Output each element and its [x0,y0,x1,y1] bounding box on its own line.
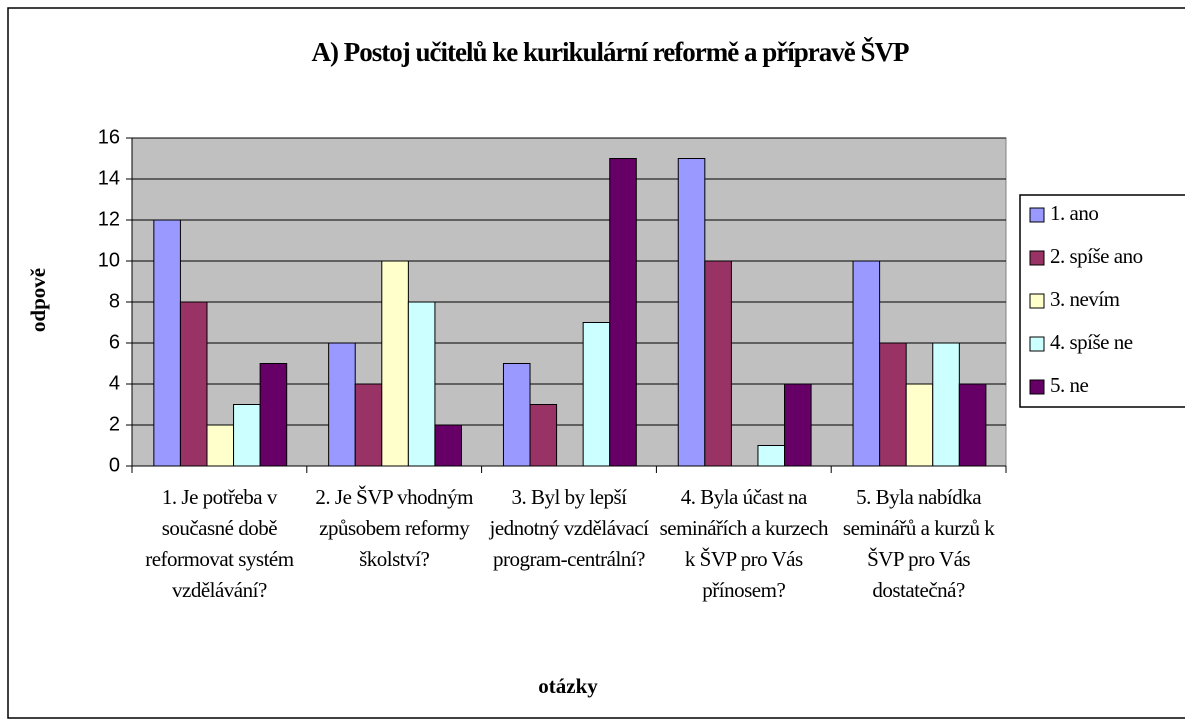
y-tick-label: 12 [98,208,120,230]
bar [153,219,181,467]
bar [704,260,732,467]
bar [905,383,934,467]
bar [529,404,558,467]
y-tick-label: 14 [98,167,120,189]
bar [582,322,611,467]
bar [434,424,462,467]
bar [259,363,288,467]
bar [502,363,531,467]
y-tick-label: 4 [109,372,120,394]
y-tick-label: 10 [98,249,120,271]
y-axis-label: odpově [26,268,50,332]
legend-swatch [1029,250,1045,266]
x-tick-label: 3. Byl by lepší jednotný vzdělávací prog… [489,485,649,571]
bar [784,383,812,467]
chart-title: A) Postoj učitelů ke kurikulární reformě… [312,37,909,67]
legend-swatch [1029,379,1045,395]
x-tick-label: 1. Je potřeba v současné době reformovat… [145,485,294,602]
legend-label: 2. spíše ano [1050,244,1143,268]
bar [407,301,436,467]
bar [932,342,960,467]
bar [354,383,383,467]
bar [233,404,261,467]
y-tick-label: 2 [109,413,120,435]
x-tick-label: 4. Byla účast na seminářích a kurzech k … [659,485,829,602]
bar [879,342,907,467]
legend-label: 4. spíše ne [1050,330,1133,354]
y-tick-label: 6 [109,331,120,353]
legend-swatch [1029,293,1045,309]
bar [328,342,356,467]
x-axis-label: otázky [538,674,598,698]
bar [852,260,881,467]
bar [677,158,706,467]
x-tick-label: 2. Je ŠVP vhodným způsobem reformy škols… [315,485,473,571]
bar [609,158,637,467]
bar [381,260,409,467]
y-tick-label: 8 [109,290,120,312]
bar [206,424,235,467]
legend-box [1019,194,1185,408]
legend-label: 3. nevím [1050,287,1120,311]
bar [757,445,786,467]
legend-label: 1. ano [1050,201,1098,225]
x-tick-label: 5. Byla nabídka seminářů a kurzů k ŠVP p… [842,485,995,602]
legend-swatch [1029,207,1045,223]
legend-label: 5. ne [1050,373,1089,397]
y-tick-label: 16 [98,126,120,148]
y-tick-label: 0 [109,454,120,476]
legend-swatch [1029,336,1045,352]
bar [179,301,208,467]
bar [958,383,987,467]
